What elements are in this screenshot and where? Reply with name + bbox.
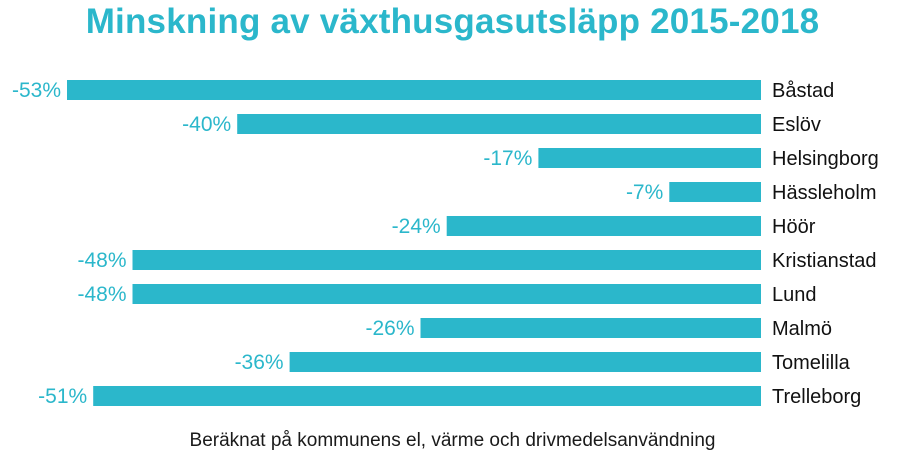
category-label-1: Eslöv <box>772 114 821 136</box>
value-label-3: -7% <box>626 181 663 204</box>
value-label-4: -24% <box>392 215 441 238</box>
category-label-8: Tomelilla <box>772 352 851 374</box>
bar-9 <box>93 386 761 406</box>
bar-1 <box>237 114 761 134</box>
bar-7 <box>420 318 761 338</box>
bar-8 <box>289 352 761 372</box>
value-label-7: -26% <box>365 317 414 340</box>
category-label-9: Trelleborg <box>772 386 861 408</box>
value-label-5: -48% <box>77 249 126 272</box>
category-label-5: Kristianstad <box>772 250 877 272</box>
value-label-9: -51% <box>38 385 87 408</box>
category-label-4: Höör <box>772 216 816 238</box>
category-label-7: Malmö <box>772 318 832 340</box>
bar-6 <box>132 284 761 304</box>
value-label-6: -48% <box>77 283 126 306</box>
bar-3 <box>669 182 761 202</box>
chart-title: Minskning av växthusgasutsläpp 2015-2018 <box>85 2 820 41</box>
value-label-8: -36% <box>235 351 284 374</box>
bar-0 <box>67 80 761 100</box>
category-label-0: Båstad <box>772 80 834 102</box>
category-label-6: Lund <box>772 284 817 306</box>
bar-5 <box>132 250 761 270</box>
chart-footnote: Beräknat på kommunens el, värme och driv… <box>189 430 716 451</box>
category-label-2: Helsingborg <box>772 148 879 170</box>
value-label-1: -40% <box>182 113 231 136</box>
category-label-3: Hässleholm <box>772 182 876 204</box>
value-label-2: -17% <box>483 147 532 170</box>
value-label-0: -53% <box>12 79 61 102</box>
bar-2 <box>538 148 761 168</box>
bar-4 <box>446 216 761 236</box>
